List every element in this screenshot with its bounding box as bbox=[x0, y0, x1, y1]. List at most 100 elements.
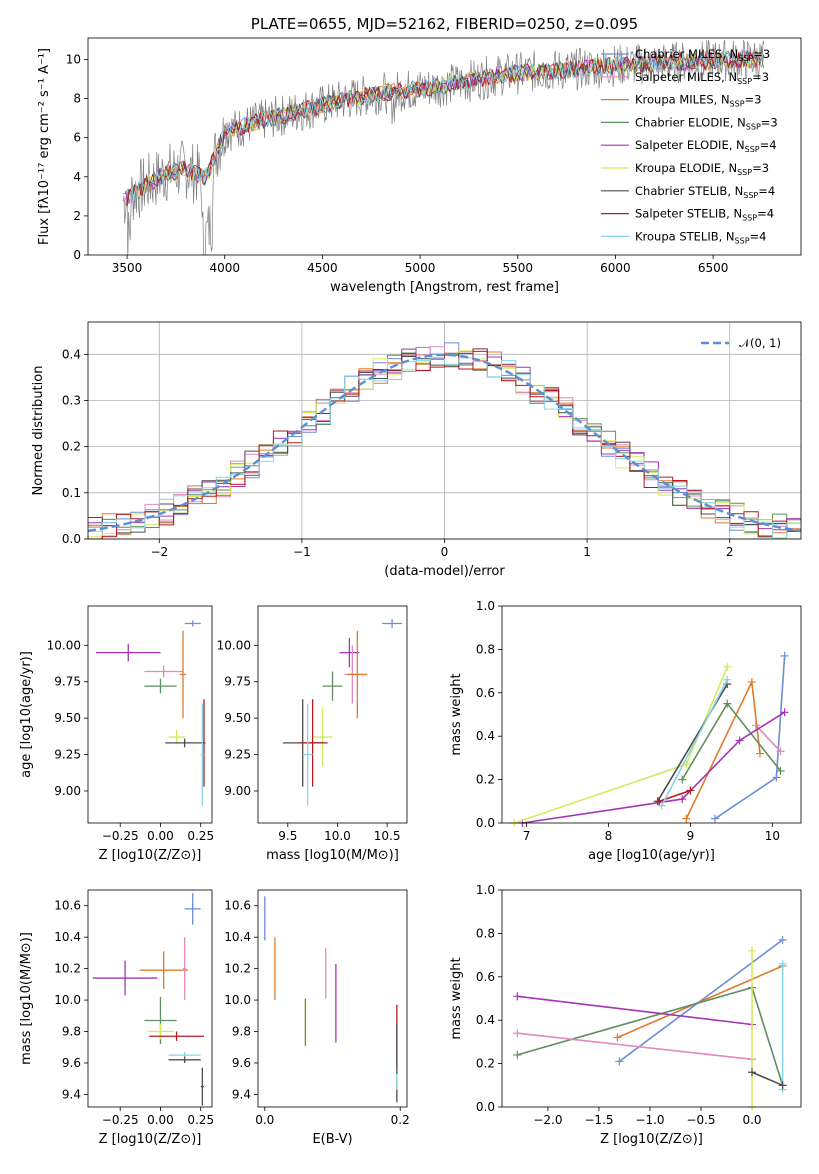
axes-frame bbox=[257, 605, 408, 824]
y-tick-label: 9.6 bbox=[232, 1056, 251, 1070]
error-point bbox=[168, 1056, 201, 1063]
y-tick-label: 1.0 bbox=[476, 883, 495, 897]
weight-line bbox=[685, 679, 761, 820]
x-tick-label: 10.5 bbox=[374, 829, 401, 843]
error-point bbox=[312, 707, 333, 767]
y-tick-label: 0.6 bbox=[476, 686, 495, 700]
error-point bbox=[297, 699, 328, 787]
weight-marker bbox=[710, 814, 719, 823]
x-tick-label: −2.0 bbox=[533, 1113, 562, 1127]
legend-label: Salpeter STELIB, NSSP=4 bbox=[635, 207, 774, 223]
y-tick-label: 10 bbox=[66, 53, 81, 67]
x-tick-label: −2 bbox=[150, 545, 168, 559]
weight-line bbox=[660, 679, 729, 806]
x-tick-label: −0.25 bbox=[102, 1113, 139, 1127]
weight-marker bbox=[778, 1081, 787, 1090]
x-axis-label: mass [log10(M/M⊙)] bbox=[266, 848, 399, 863]
y-tick-label: 0.2 bbox=[476, 773, 495, 787]
error-point bbox=[144, 665, 184, 678]
x-tick-label: 7 bbox=[523, 829, 531, 843]
weight-line bbox=[755, 724, 782, 752]
model-spectrum bbox=[126, 50, 764, 206]
x-axis-label: wavelength [Angstrom, rest frame] bbox=[330, 280, 559, 295]
y-tick-label: 9.6 bbox=[62, 1056, 81, 1070]
y-tick-label: 9.25 bbox=[224, 748, 251, 762]
y-tick-label: 0.4 bbox=[62, 347, 81, 361]
weight-series bbox=[748, 1068, 787, 1090]
y-tick-label: 0.8 bbox=[476, 926, 495, 940]
panel-7: 0.0 0.2 9.4 9.6 9.8 10.0 10.2 10.4 10.6 E(B-V) bbox=[224, 889, 410, 1147]
y-tick-label: 0 bbox=[73, 248, 81, 262]
y-tick-label: 10.0 bbox=[54, 993, 81, 1007]
x-tick-label: 10 bbox=[765, 829, 780, 843]
weight-marker bbox=[776, 747, 785, 756]
error-point bbox=[179, 630, 187, 719]
weight-series bbox=[678, 699, 785, 784]
axes-frame bbox=[87, 605, 213, 824]
axes-frame bbox=[501, 605, 802, 824]
weight-marker bbox=[513, 992, 522, 1001]
x-tick-label: −1.0 bbox=[635, 1113, 664, 1127]
y-axis-label: Flux [fλ10⁻¹⁷ erg cm⁻² s⁻¹ A⁻¹] bbox=[37, 48, 52, 245]
weight-series bbox=[657, 675, 732, 810]
weight-marker bbox=[678, 775, 687, 784]
weight-marker bbox=[747, 677, 756, 686]
x-axis-label: Z [log10(Z/Z⊙)] bbox=[99, 1132, 202, 1147]
weight-series bbox=[518, 708, 789, 827]
x-axis-label: E(B-V) bbox=[312, 1132, 352, 1147]
x-tick-label: 10.0 bbox=[324, 829, 351, 843]
weight-series bbox=[513, 983, 787, 1090]
weight-series bbox=[510, 662, 732, 827]
y-axis-label: mass [log10(M/M⊙)] bbox=[19, 932, 34, 1065]
x-tick-label: 0.2 bbox=[391, 1113, 410, 1127]
y-tick-label: 8 bbox=[73, 92, 81, 106]
error-point bbox=[322, 671, 343, 701]
weight-line bbox=[522, 711, 786, 824]
y-tick-label: 0.0 bbox=[476, 816, 495, 830]
panel-8: −2.0 −1.5 −1.0 −0.5 0.0 0.0 0.2 0.4 0.6 0.8 1.0 Z [… bbox=[449, 883, 802, 1147]
x-tick-label: 1 bbox=[583, 545, 591, 559]
y-tick-label: 0.4 bbox=[476, 1013, 495, 1027]
model-spectrum bbox=[125, 52, 763, 204]
y-tick-label: 10.4 bbox=[224, 930, 251, 944]
x-tick-label: 0.0 bbox=[742, 1113, 761, 1127]
error-point bbox=[139, 951, 188, 990]
error-point bbox=[184, 620, 201, 627]
y-tick-label: 9.75 bbox=[54, 675, 81, 689]
legend-label: Salpeter ELODIE, NSSP=4 bbox=[635, 138, 777, 154]
y-tick-label: 0.4 bbox=[476, 729, 495, 743]
weight-marker bbox=[778, 959, 787, 968]
weight-marker bbox=[723, 662, 732, 671]
weight-marker bbox=[778, 935, 787, 944]
y-tick-label: 9.50 bbox=[54, 711, 81, 725]
y-tick-label: 0.2 bbox=[476, 1057, 495, 1071]
y-tick-label: 6 bbox=[73, 131, 81, 145]
error-point bbox=[382, 619, 403, 628]
x-tick-label: 5500 bbox=[502, 261, 533, 275]
model-spectrum bbox=[126, 51, 763, 207]
axes-frame bbox=[87, 889, 213, 1108]
panel-6: −0.25 0.00 0.25 9.4 9.6 9.8 10.0 10.2 10.4 10.6 Z … bbox=[19, 889, 214, 1147]
weight-marker bbox=[748, 1068, 757, 1077]
weight-marker bbox=[772, 773, 781, 782]
histogram-step bbox=[88, 357, 801, 539]
y-tick-label: 9.25 bbox=[54, 748, 81, 762]
error-point bbox=[302, 703, 313, 806]
weight-marker bbox=[686, 786, 695, 795]
x-tick-label: 6500 bbox=[698, 261, 729, 275]
histograms bbox=[88, 342, 801, 539]
weight-marker bbox=[615, 1057, 624, 1066]
weight-marker bbox=[748, 946, 757, 955]
y-tick-label: 9.00 bbox=[54, 784, 81, 798]
panel-2: −2 −1 0 1 2 0.0 0.1 0.2 0.3 0.4 (data-model)/error… bbox=[31, 321, 802, 579]
x-axis-label: Z [log10(Z/Z⊙)] bbox=[600, 1132, 703, 1147]
model-spectrum bbox=[127, 51, 764, 205]
x-axis-label: age [log10(age/yr)] bbox=[588, 848, 715, 863]
x-axis-label: Z [log10(Z/Z⊙)] bbox=[99, 848, 202, 863]
weight-line bbox=[681, 702, 782, 781]
legend-label: Chabrier ELODIE, NSSP=3 bbox=[635, 115, 778, 131]
panel-1: 3500 4000 4500 5000 5500 6000 6500 0 2 4 6 8 10 PLATE… bbox=[37, 15, 802, 295]
x-tick-label: 4500 bbox=[307, 261, 338, 275]
weight-line bbox=[517, 995, 753, 1026]
